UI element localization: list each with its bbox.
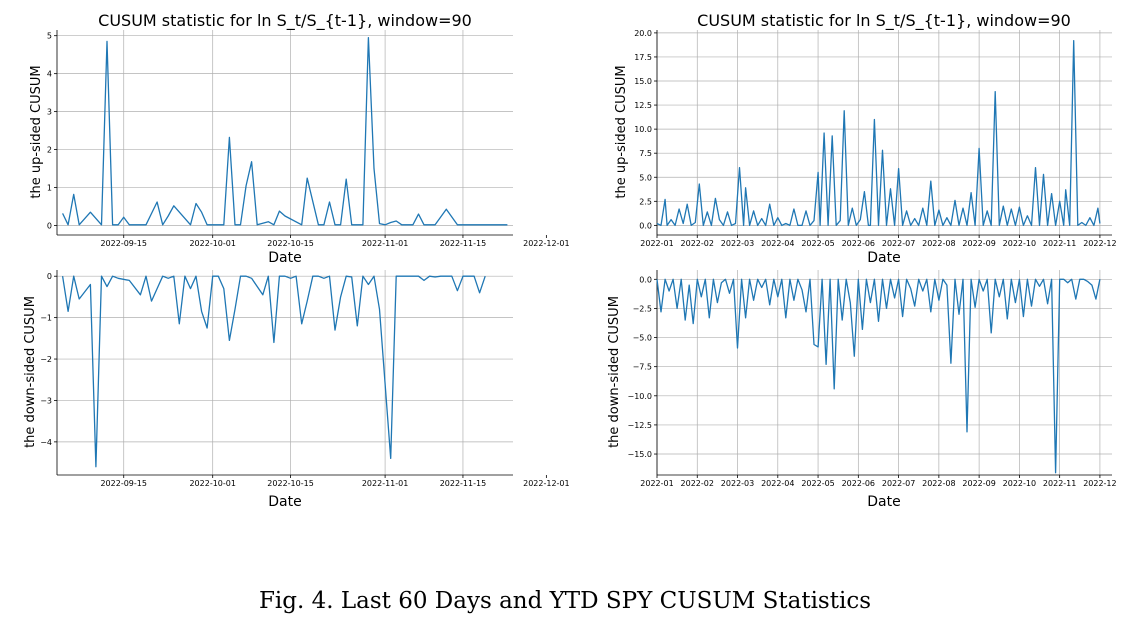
x-tick-label: 2022-03 — [721, 479, 754, 488]
y-tick-label: 15.0 — [634, 77, 652, 86]
chart-ytd-down: the down-sided CUSUM Date 0.0 −2.5 −5.0 −7.… — [607, 270, 1117, 510]
grid — [656, 30, 1112, 235]
x-tick-label: 2022-02 — [681, 239, 714, 248]
series-line — [656, 278, 1101, 474]
x-tick-label: 2022-11-15 — [440, 479, 487, 488]
x-axis-label: Date — [867, 494, 900, 510]
y-tick-label: 0.0 — [639, 221, 652, 230]
chart-last60-up: CUSUM statistic for ln S_t/S_{t-1}, wind… — [29, 11, 570, 266]
y-tick-label: 2.5 — [639, 197, 652, 206]
y-tick-label: 5 — [47, 32, 52, 41]
y-tick-label: 1 — [47, 184, 52, 193]
x-axis-label: Date — [867, 250, 900, 266]
x-tick-label: 2022-10 — [1003, 479, 1036, 488]
grid — [57, 30, 513, 235]
x-tick-label: 2022-09-15 — [100, 479, 147, 488]
y-tick-label: −1 — [40, 314, 52, 323]
y-tick-label: −4 — [40, 438, 52, 447]
y-axis-label: the up-sided CUSUM — [29, 65, 44, 198]
x-tick-label: 2022-01 — [640, 239, 673, 248]
x-tick-label: 2022-01 — [640, 479, 673, 488]
y-tick-label: 10.0 — [634, 125, 652, 134]
x-tick-label: 2022-11-01 — [362, 479, 409, 488]
x-tick-label: 2022-08 — [922, 479, 955, 488]
x-tick-label: 2022-07 — [882, 479, 915, 488]
chart-title: CUSUM statistic for ln S_t/S_{t-1}, wind… — [98, 11, 472, 31]
y-tick-label: 3 — [47, 108, 52, 117]
y-axis-label: the down-sided CUSUM — [607, 296, 622, 448]
x-tick-label: 2022-12 — [1083, 239, 1116, 248]
x-tick-label: 2022-10-15 — [267, 479, 314, 488]
x-axis-label: Date — [268, 250, 301, 266]
x-tick-label: 2022-12-01 — [523, 479, 570, 488]
y-tick-label: 5.0 — [639, 173, 652, 182]
series-line — [61, 275, 486, 468]
series-line — [62, 36, 508, 226]
chart-ytd-up: CUSUM statistic for ln S_t/S_{t-1}, wind… — [614, 11, 1117, 266]
series-line — [656, 39, 1101, 227]
x-tick-label: 2022-11-01 — [362, 239, 409, 248]
x-tick-label: 2022-05 — [801, 479, 834, 488]
x-tick-label: 2022-06 — [842, 479, 875, 488]
y-tick-label: 0 — [47, 272, 52, 281]
y-tick-label: −3 — [40, 396, 52, 405]
y-tick-label: 0 — [47, 222, 52, 231]
x-tick-label: 2022-09 — [962, 479, 995, 488]
x-tick-label: 2022-09-15 — [100, 239, 147, 248]
x-tick-label: 2022-02 — [681, 479, 714, 488]
y-tick-label: −2 — [40, 355, 52, 364]
y-tick-label: 0.0 — [639, 275, 652, 284]
chart-last60-down: the down-sided CUSUM Date 0 −1 −2 −3 −4 2022-… — [23, 270, 570, 510]
y-tick-label: 20.0 — [634, 29, 652, 38]
y-tick-label: −7.5 — [633, 363, 652, 372]
grid — [57, 270, 513, 475]
x-axis-label: Date — [268, 494, 301, 510]
x-tick-label: 2022-03 — [721, 239, 754, 248]
y-tick-label: 17.5 — [634, 53, 652, 62]
x-tick-label: 2022-10-15 — [267, 239, 314, 248]
x-tick-label: 2022-11-15 — [440, 239, 487, 248]
x-tick-label: 2022-12 — [1083, 479, 1116, 488]
y-tick-label: −5.0 — [633, 334, 652, 343]
y-tick-label: 2 — [47, 146, 52, 155]
x-tick-label: 2022-08 — [922, 239, 955, 248]
x-tick-label: 2022-10-01 — [189, 239, 236, 248]
x-tick-label: 2022-11 — [1043, 239, 1076, 248]
x-tick-label: 2022-07 — [882, 239, 915, 248]
grid — [656, 270, 1112, 475]
x-tick-label: 2022-06 — [842, 239, 875, 248]
y-tick-label: −15.0 — [627, 450, 652, 459]
y-tick-label: −12.5 — [627, 421, 652, 430]
y-tick-label: 4 — [47, 70, 52, 79]
chart-title: CUSUM statistic for ln S_t/S_{t-1}, wind… — [697, 11, 1071, 31]
x-tick-label: 2022-10-01 — [189, 479, 236, 488]
y-tick-label: −2.5 — [633, 304, 652, 313]
y-axis-label: the up-sided CUSUM — [614, 65, 629, 198]
y-tick-label: 7.5 — [639, 149, 652, 158]
y-axis-label: the down-sided CUSUM — [23, 296, 38, 448]
x-tick-label: 2022-09 — [962, 239, 995, 248]
x-tick-label: 2022-12-01 — [523, 239, 570, 248]
x-tick-label: 2022-05 — [801, 239, 834, 248]
x-tick-label: 2022-10 — [1003, 239, 1036, 248]
y-tick-label: 12.5 — [634, 101, 652, 110]
x-tick-label: 2022-04 — [761, 239, 794, 248]
x-tick-label: 2022-11 — [1043, 479, 1076, 488]
figure-caption: Fig. 4. Last 60 Days and YTD SPY CUSUM S… — [258, 588, 872, 614]
x-tick-label: 2022-04 — [761, 479, 794, 488]
y-tick-label: −10.0 — [627, 392, 652, 401]
